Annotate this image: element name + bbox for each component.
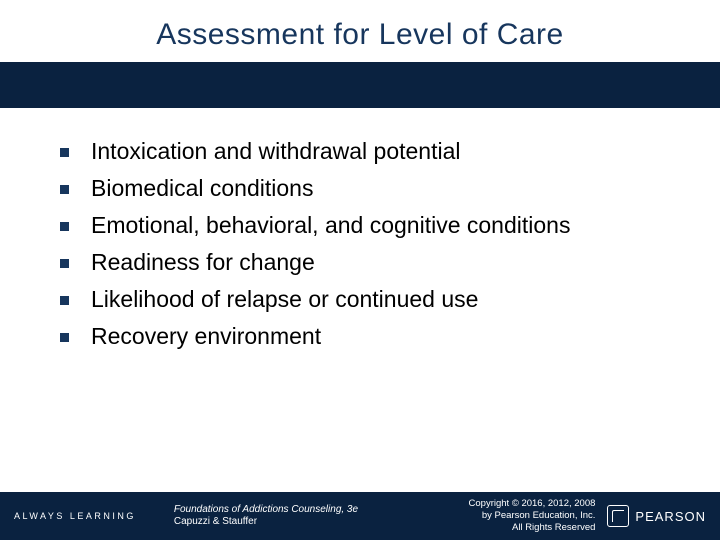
footer-brand-tagline: ALWAYS LEARNING bbox=[0, 511, 136, 521]
square-bullet-icon bbox=[60, 148, 69, 157]
list-item: Emotional, behavioral, and cognitive con… bbox=[60, 210, 680, 241]
bullet-text: Likelihood of relapse or continued use bbox=[91, 284, 478, 315]
book-title: Foundations of Addictions Counseling, 3e bbox=[174, 504, 469, 517]
list-item: Biomedical conditions bbox=[60, 173, 680, 204]
square-bullet-icon bbox=[60, 259, 69, 268]
footer-bar: ALWAYS LEARNING Foundations of Addiction… bbox=[0, 492, 720, 540]
square-bullet-icon bbox=[60, 333, 69, 342]
pearson-logo-icon bbox=[607, 505, 629, 527]
pearson-logo: PEARSON bbox=[607, 505, 720, 527]
book-authors: Capuzzi & Stauffer bbox=[174, 516, 469, 529]
copyright-line: All Rights Reserved bbox=[469, 522, 596, 534]
list-item: Recovery environment bbox=[60, 321, 680, 352]
bullet-list: Intoxication and withdrawal potential Bi… bbox=[60, 136, 680, 352]
title-underline-band bbox=[0, 62, 720, 108]
square-bullet-icon bbox=[60, 222, 69, 231]
bullet-text: Intoxication and withdrawal potential bbox=[91, 136, 461, 167]
bullet-text: Recovery environment bbox=[91, 321, 321, 352]
bullet-text: Biomedical conditions bbox=[91, 173, 313, 204]
bullet-text: Readiness for change bbox=[91, 247, 315, 278]
pearson-logo-text: PEARSON bbox=[635, 509, 706, 524]
slide: Assessment for Level of Care Intoxicatio… bbox=[0, 0, 720, 540]
copyright-line: Copyright © 2016, 2012, 2008 bbox=[469, 498, 596, 510]
square-bullet-icon bbox=[60, 296, 69, 305]
bullet-text: Emotional, behavioral, and cognitive con… bbox=[91, 210, 570, 241]
square-bullet-icon bbox=[60, 185, 69, 194]
slide-title: Assessment for Level of Care bbox=[0, 18, 720, 52]
footer-copyright: Copyright © 2016, 2012, 2008 by Pearson … bbox=[469, 498, 608, 534]
list-item: Intoxication and withdrawal potential bbox=[60, 136, 680, 167]
content-area: Intoxication and withdrawal potential Bi… bbox=[0, 108, 720, 352]
list-item: Readiness for change bbox=[60, 247, 680, 278]
title-region: Assessment for Level of Care bbox=[0, 0, 720, 62]
footer-book-info: Foundations of Addictions Counseling, 3e… bbox=[136, 504, 469, 529]
copyright-line: by Pearson Education, Inc. bbox=[469, 510, 596, 522]
list-item: Likelihood of relapse or continued use bbox=[60, 284, 680, 315]
